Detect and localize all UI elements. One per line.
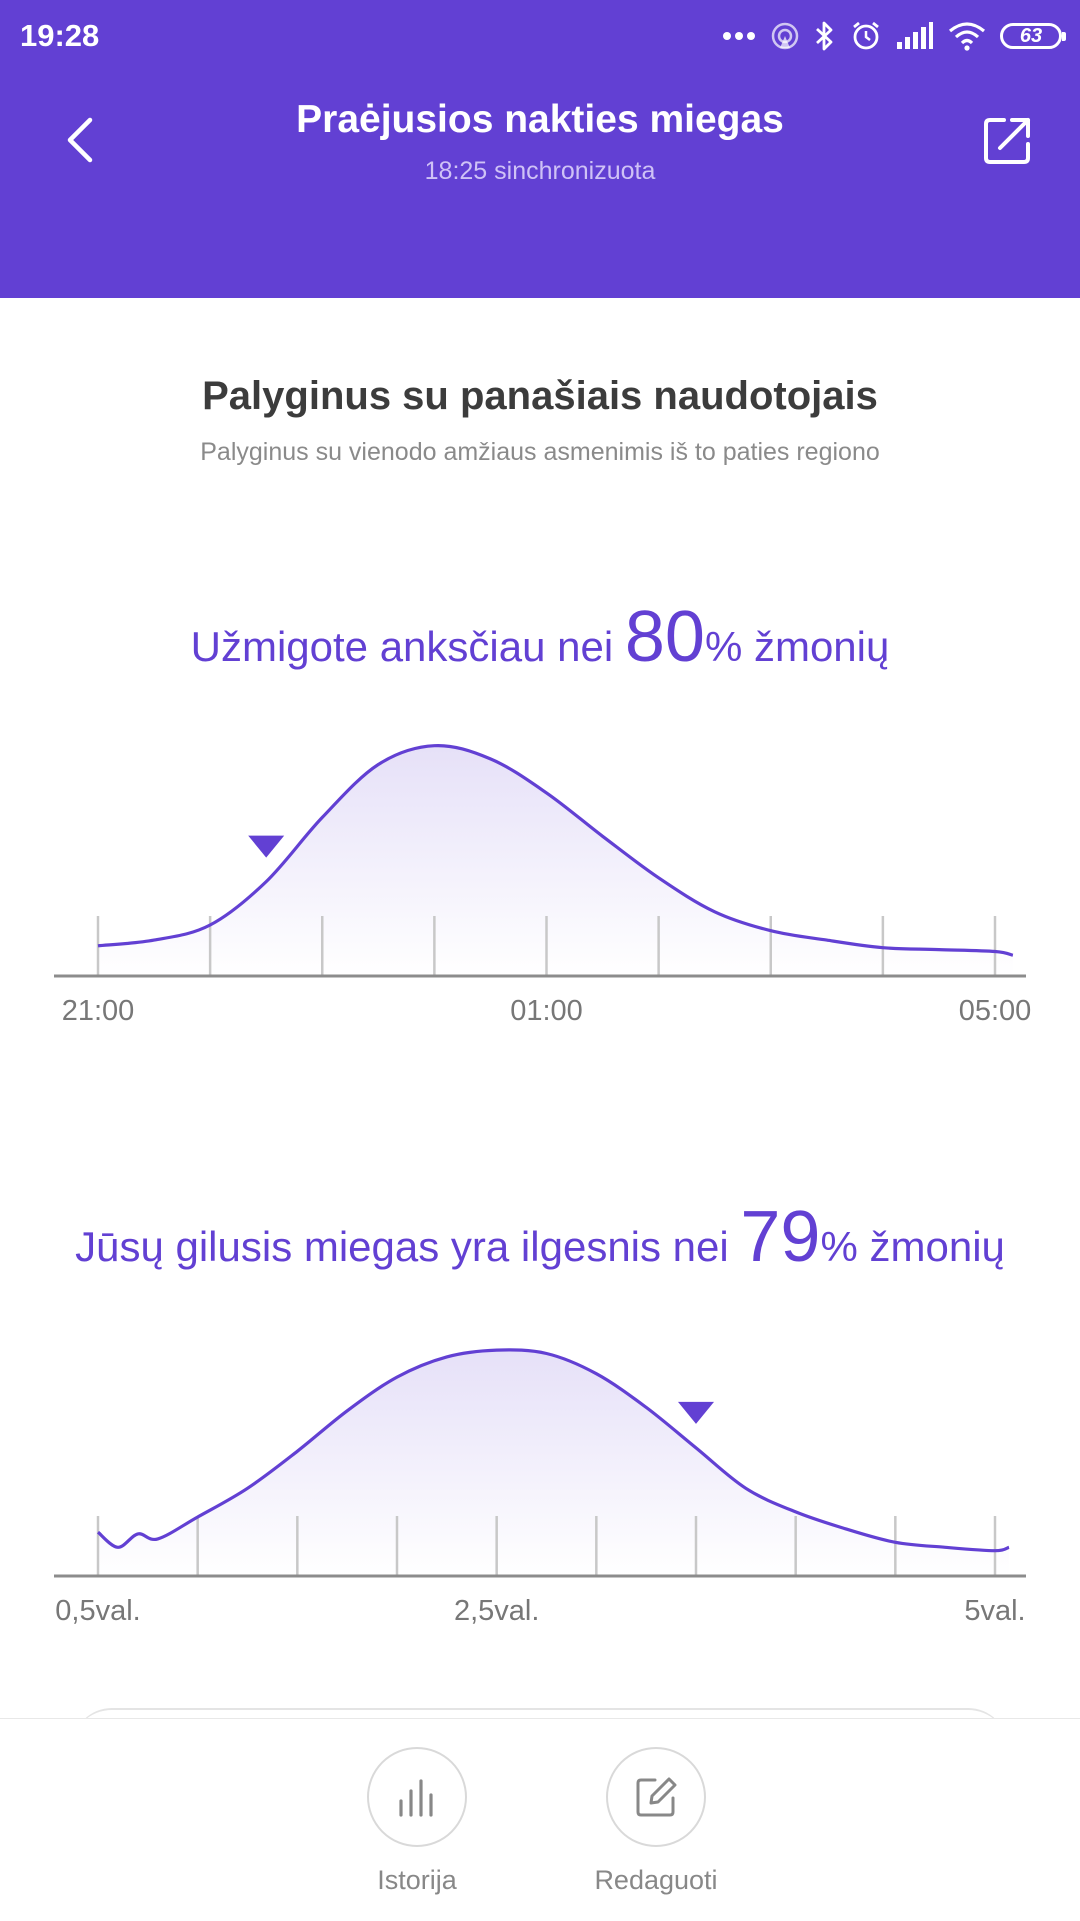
bar-chart-icon: [399, 1779, 433, 1817]
more-dots-icon: [723, 32, 755, 40]
distribution-area: [98, 745, 1013, 976]
comparison-1-headline: Užmigote anksčiau nei 80% žmonių: [0, 596, 1080, 678]
next-card-edge: [72, 1708, 1008, 1748]
status-time: 19:28: [20, 18, 100, 53]
distribution-area: [98, 1349, 1009, 1576]
comparison-2-text-before: Jūsų gilusis miegas yra ilgesnis nei: [75, 1223, 741, 1270]
sleep-time-distribution-chart: 21:00 01:00 05:00: [54, 744, 1032, 1027]
comparison-2-text-after: % žmonių: [820, 1223, 1005, 1270]
comparison-1-text-after: % žmonių: [704, 623, 890, 670]
edit-icon: [636, 1777, 677, 1817]
share-button[interactable]: [980, 112, 1036, 168]
bluetooth-icon: [816, 21, 833, 51]
hotspot-icon: [771, 22, 799, 50]
section-title: Palyginus su panašiais naudotojais: [202, 374, 878, 418]
bottom-action-bar: Istorija Redaguoti: [0, 1718, 1080, 1921]
axis-tick-label: 05:00: [959, 995, 1032, 1027]
alarm-icon: [853, 21, 879, 50]
status-icons: 63: [722, 18, 1066, 54]
sync-status: 18:25 sinchronizuota: [424, 157, 656, 185]
comparison-2-value: 79: [740, 1197, 821, 1277]
axis-tick-label: 21:00: [62, 995, 135, 1027]
comparison-1-value: 80: [624, 597, 705, 677]
user-position-marker: [248, 835, 285, 858]
edit-label: Redaguoti: [594, 1865, 718, 1895]
deep-sleep-distribution-chart: 0,5val. 2,5val. 5val.: [54, 1348, 1026, 1627]
wifi-icon: [948, 22, 986, 51]
axis-tick-label: 5val.: [964, 1595, 1025, 1627]
back-button[interactable]: [56, 112, 104, 168]
header-bar: 19:28: [0, 0, 1080, 298]
user-position-marker: [678, 1401, 714, 1424]
page-title: Praėjusios nakties miegas: [296, 98, 784, 141]
status-bar: 19:28: [0, 0, 1080, 72]
edit-button[interactable]: Redaguoti: [566, 1747, 746, 1896]
comparison-1-text-before: Užmigote anksčiau nei: [190, 623, 625, 670]
comparison-2-headline: Jūsų gilusis miegas yra ilgesnis nei 79%…: [0, 1196, 1080, 1278]
axis-tick-label: 0,5val.: [55, 1595, 140, 1627]
distribution-line: [96, 1348, 1010, 1553]
section-subtitle: Palyginus su vienodo amžiaus asmenimis i…: [200, 438, 880, 466]
axis-tick-label: 2,5val.: [454, 1595, 539, 1627]
history-label: Istorija: [377, 1865, 457, 1895]
signal-icon: [897, 22, 933, 49]
edit-button-circle[interactable]: [606, 1747, 706, 1847]
history-button-circle[interactable]: [367, 1747, 467, 1847]
axis-tick-label: 01:00: [510, 995, 583, 1027]
history-button[interactable]: Istorija: [327, 1747, 507, 1896]
battery-level: 63: [1019, 24, 1043, 47]
distribution-line: [97, 744, 1014, 957]
battery-icon: 63: [1000, 23, 1066, 49]
